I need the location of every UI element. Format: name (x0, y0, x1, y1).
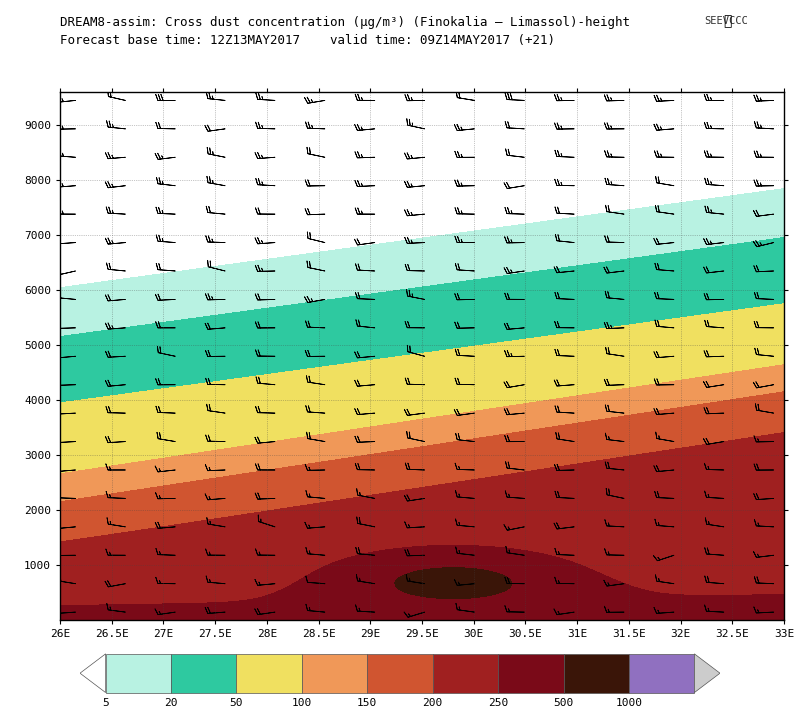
Text: ⛅: ⛅ (723, 14, 731, 28)
Polygon shape (433, 654, 498, 693)
Text: 50: 50 (230, 698, 243, 708)
Text: 250: 250 (488, 698, 508, 708)
Text: DREAM8-assim: Cross dust concentration (μg/m³) (Finokalia – Limassol)-height: DREAM8-assim: Cross dust concentration (… (60, 16, 630, 28)
Text: 200: 200 (422, 698, 443, 708)
Polygon shape (237, 654, 302, 693)
Polygon shape (302, 654, 367, 693)
Text: 1000: 1000 (615, 698, 642, 708)
Text: 150: 150 (357, 698, 378, 708)
Polygon shape (629, 654, 694, 693)
Text: Forecast base time: 12Z13MAY2017    valid time: 09Z14MAY2017 (+21): Forecast base time: 12Z13MAY2017 valid t… (60, 34, 555, 47)
Polygon shape (106, 654, 171, 693)
Polygon shape (171, 654, 237, 693)
Polygon shape (367, 654, 433, 693)
Text: 100: 100 (292, 698, 312, 708)
Text: 500: 500 (554, 698, 574, 708)
Text: SEEVCCC: SEEVCCC (704, 16, 748, 26)
Polygon shape (80, 654, 106, 693)
Text: 5: 5 (102, 698, 109, 708)
Polygon shape (563, 654, 629, 693)
Polygon shape (498, 654, 563, 693)
Text: 20: 20 (164, 698, 178, 708)
Polygon shape (694, 654, 720, 693)
